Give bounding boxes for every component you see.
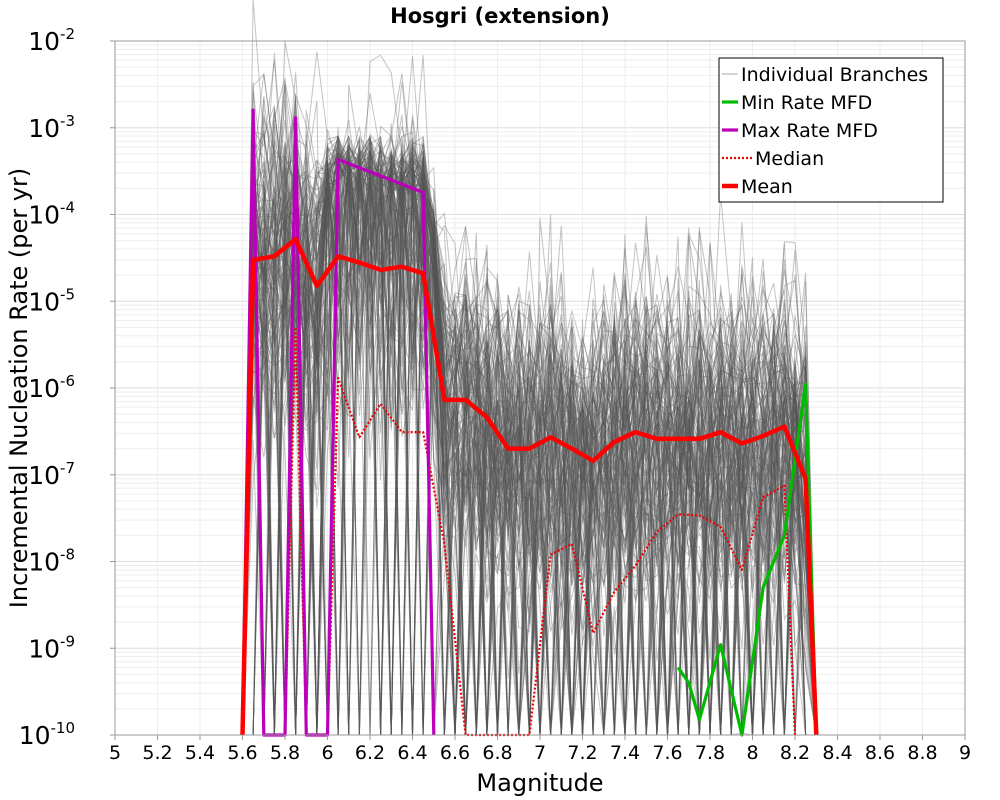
x-tick-label: 8.6: [865, 742, 895, 764]
branch-line: [242, 154, 817, 736]
x-tick-label: 7: [534, 742, 546, 764]
grid: [114, 41, 966, 736]
x-tick-label: 5.2: [142, 742, 172, 764]
branch-line: [242, 101, 817, 736]
branch-line: [242, 52, 817, 736]
branch-line: [242, 150, 817, 736]
x-tick-label: 5.6: [227, 742, 257, 764]
y-tick-label: 10-7: [28, 459, 75, 490]
branch-line: [242, 136, 817, 736]
branch-line: [242, 129, 817, 736]
branch-line: [242, 150, 817, 736]
legend: Individual Branches Min Rate MFD Max Rate …: [718, 57, 944, 203]
y-axis-ticks: 10-10 10-9 10-8 10-7 10-6 10-5 10-4 10-3 10-2: [19, 25, 115, 750]
y-tick-label: 10-2: [28, 25, 75, 56]
series-mean: [240, 236, 819, 736]
series-max-rate-mfd: [240, 108, 436, 737]
branch-line: [242, 154, 817, 736]
x-tick-label: 5.8: [270, 742, 300, 764]
x-tick-label: 8.2: [780, 742, 810, 764]
y-tick-label: 10-9: [28, 632, 75, 663]
y-tick-label: 10-5: [28, 285, 75, 316]
legend-label: Individual Branches: [741, 64, 928, 86]
branch-line: [242, 139, 817, 736]
branch-line: [242, 156, 817, 736]
legend-label: Min Rate MFD: [741, 92, 872, 114]
legend-label: Max Rate MFD: [741, 120, 878, 142]
branch-line: [242, 147, 817, 736]
x-axis-ticks: 5 5.2 5.4 5.6 5.8 6 6.2 6.4 6.6 6.8 7 7.2 7.4 7.6 7.8 8…: [109, 735, 971, 764]
x-tick-label: 7.8: [695, 742, 725, 764]
branch-line: [242, 123, 817, 736]
legend-label: Median: [755, 148, 824, 170]
branch-line: [242, 142, 817, 736]
branch-line: [242, 145, 817, 736]
chart-title: Hosgri (extension): [390, 4, 610, 28]
series-median: [241, 108, 797, 737]
x-tick-label: 6.6: [440, 742, 470, 764]
branch-line: [242, 152, 817, 736]
branch-line: [242, 163, 817, 736]
x-tick-label: 6.2: [355, 742, 385, 764]
branch-line: [242, 146, 817, 736]
x-tick-label: 6.8: [482, 742, 512, 764]
branch-line: [242, 149, 817, 736]
x-tick-label: 7.4: [610, 742, 640, 764]
branch-line: [242, 111, 817, 736]
y-tick-label: 10-4: [28, 199, 75, 230]
x-tick-label: 6: [321, 742, 333, 764]
x-tick-label: 8.8: [907, 742, 937, 764]
branch-line: [242, 136, 817, 736]
branch-line: [242, 153, 817, 736]
x-tick-label: 9: [959, 742, 971, 764]
branch-line: [242, 179, 817, 736]
branch-line: [242, 145, 817, 736]
branch-line: [242, 77, 817, 736]
branch-line: [242, 136, 817, 736]
y-tick-label: 10-8: [28, 546, 75, 577]
x-tick-label: 7.2: [567, 742, 597, 764]
branch-line: [242, 55, 817, 736]
y-axis-label: Incremental Nucleation Rate (per yr): [5, 168, 33, 608]
y-tick-label: 10-10: [19, 719, 75, 750]
x-tick-label: 6.4: [397, 742, 427, 764]
x-tick-label: 7.6: [652, 742, 682, 764]
branch-line: [242, 136, 817, 736]
branch-line: [242, 138, 817, 736]
branch-line: [242, 154, 817, 736]
branch-line: [242, 111, 817, 736]
x-axis-label: Magnitude: [476, 769, 603, 797]
branch-line: [242, 147, 817, 736]
legend-label: Mean: [741, 176, 793, 198]
branch-line: [242, 135, 817, 736]
y-tick-label: 10-6: [28, 372, 75, 403]
branch-line: [242, 158, 817, 736]
x-tick-label: 8: [746, 742, 758, 764]
x-tick-label: 5: [109, 742, 121, 764]
branch-line: [242, 147, 817, 736]
branch-line: [242, 138, 817, 736]
branch-line: [242, 136, 817, 736]
branch-line: [242, 152, 817, 736]
y-tick-label: 10-3: [28, 112, 75, 143]
branch-line: [242, 143, 817, 736]
branch-line: [242, 136, 817, 736]
x-tick-label: 5.4: [185, 742, 215, 764]
branch-line: [242, 156, 817, 736]
branch-line: [242, 60, 817, 736]
legend-box: [718, 57, 944, 203]
x-tick-label: 8.4: [822, 742, 852, 764]
branch-line: [242, 153, 817, 736]
